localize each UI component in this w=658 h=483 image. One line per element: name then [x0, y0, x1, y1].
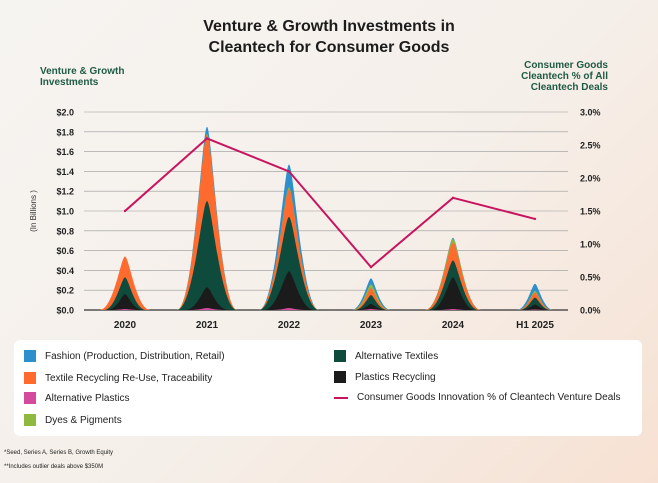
y-axis-label: (In Billions ) — [29, 190, 38, 232]
y2-tick-label: 3.0% — [580, 108, 601, 118]
area-alternative-plastics-2021 — [190, 308, 224, 310]
area-alternative-textiles-2022 — [259, 216, 319, 310]
right-axis-title-line-3: Cleantech Deals — [530, 82, 608, 93]
legend-item-dyes-pigments: Dyes & Pigments — [24, 414, 122, 426]
area-plastics-recycling-2020 — [107, 294, 143, 310]
right-axis-title-line-2: Cleantech % of All — [521, 71, 608, 82]
line-point-2020 — [123, 209, 127, 213]
footnote-1: *Seed, Series A, Series B, Growth Equity — [4, 450, 114, 456]
chart-area: $0.0 $0.2 $0.4 $0.6 $0.8 $1.0 $1.2 $1.4 $1.6 $1.8… — [29, 108, 601, 332]
y2-tick-label: 2.5% — [580, 141, 601, 151]
right-axis-title: Consumer Goods Cleantech % of All Cleant… — [488, 60, 608, 93]
legend-swatch-alternative-textiles — [334, 350, 346, 362]
legend-item-consumer-goods-line: Consumer Goods Innovation % of Cleantech… — [334, 392, 621, 403]
y-tick-label: $0.6 — [56, 246, 74, 256]
line-point-2024 — [451, 196, 455, 199]
y-tick-label: $0.0 — [56, 306, 74, 316]
area-alternative-plastics-2024 — [437, 309, 469, 310]
y-tick-label: $1.4 — [56, 167, 74, 177]
y-tick-label: $0.8 — [56, 226, 74, 236]
legend: Fashion (Production, Distribution, Retai… — [14, 340, 642, 436]
y2-tick-label: 0.5% — [580, 273, 601, 283]
chart-title: Venture & Growth Investments in Cleantec… — [0, 16, 658, 58]
y-tick-label: $1.2 — [56, 187, 74, 197]
line-point-2021 — [205, 137, 209, 140]
line-point-2022 — [287, 170, 291, 173]
x-tick-label: 2021 — [196, 320, 219, 331]
y-tick-label: $0.4 — [56, 266, 74, 276]
area-alternative-textiles-2021 — [177, 201, 237, 310]
y-tick-label: $0.2 — [56, 286, 74, 296]
legend-item-textile-recycling: Textile Recycling Re-Use, Traceability — [24, 372, 212, 384]
x-tick-label: 2024 — [442, 320, 465, 331]
left-axis-title-line-2: Investments — [40, 77, 99, 88]
area-alternative-plastics-2023 — [357, 309, 385, 310]
y2-tick-label: 1.0% — [580, 240, 601, 250]
x-tick-label: H1 2025 — [516, 320, 554, 331]
legend-label-alternative-plastics: Alternative Plastics — [45, 392, 130, 404]
y2-tick-label: 2.0% — [580, 174, 601, 184]
legend-swatch-textile-recycling — [24, 372, 36, 384]
legend-item-alternative-textiles: Alternative Textiles — [334, 350, 438, 362]
legend-label-dyes-pigments: Dyes & Pigments — [45, 414, 122, 426]
area-plastics-recycling-2022 — [263, 271, 315, 310]
area-alternative-plastics-2022 — [272, 308, 306, 310]
line-consumer-goods-share — [124, 137, 536, 269]
x-tick-label: 2023 — [360, 320, 383, 331]
chart-title-line-2: Cleantech for Consumer Goods — [208, 39, 450, 56]
y-tick-label: $2.0 — [56, 108, 74, 118]
legend-label-textile-recycling: Textile Recycling Re-Use, Traceability — [45, 372, 213, 384]
legend-swatch-alternative-plastics — [24, 392, 36, 404]
area-plastics-recycling-2024 — [430, 277, 476, 310]
legend-swatch-consumer-goods-line — [334, 396, 348, 399]
x-tick-label: 2020 — [114, 320, 137, 331]
footnote-2: **Includes outlier deals above $350M — [4, 464, 104, 470]
line-point-h1-2025 — [533, 217, 537, 221]
x-tick-label: 2022 — [278, 320, 301, 331]
legend-label-consumer-goods-line: Consumer Goods Innovation % of Cleantech… — [357, 392, 621, 403]
area-alternative-textiles-2020 — [103, 277, 147, 310]
y-tick-label: $1.0 — [56, 207, 74, 217]
area-plastics-recycling-2021 — [185, 287, 229, 310]
y2-tick-label: 1.5% — [580, 207, 601, 217]
left-axis-title-line-1: Venture & Growth — [40, 66, 125, 77]
area-alternative-textiles-h1-2025 — [519, 297, 551, 310]
chart-title-line-1: Venture & Growth Investments in — [203, 18, 455, 35]
legend-item-fashion: Fashion (Production, Distribution, Retai… — [24, 350, 225, 362]
legend-label-fashion: Fashion (Production, Distribution, Retai… — [45, 350, 225, 362]
legend-label-alternative-textiles: Alternative Textiles — [355, 350, 439, 362]
legend-swatch-fashion — [24, 350, 36, 362]
left-axis-title: Venture & Growth Investments — [40, 66, 190, 88]
area-alternative-plastics-2020 — [110, 309, 140, 310]
legend-swatch-dyes-pigments — [24, 414, 36, 426]
area-alternative-textiles-2023 — [354, 295, 388, 310]
area-plastics-recycling-2023 — [356, 304, 386, 310]
y-tick-label: $1.6 — [56, 147, 74, 157]
right-axis-title-line-1: Consumer Goods — [524, 60, 608, 71]
y-tick-label: $1.8 — [56, 127, 74, 137]
area-plastics-recycling-h1-2025 — [520, 304, 550, 310]
line-point-2023 — [369, 265, 373, 269]
legend-swatch-plastics-recycling — [334, 371, 346, 383]
legend-label-plastics-recycling: Plastics Recycling — [355, 371, 436, 383]
legend-item-plastics-recycling: Plastics Recycling — [334, 371, 436, 383]
y2-tick-label: 0.0% — [580, 306, 601, 316]
legend-item-alternative-plastics: Alternative Plastics — [24, 392, 129, 404]
